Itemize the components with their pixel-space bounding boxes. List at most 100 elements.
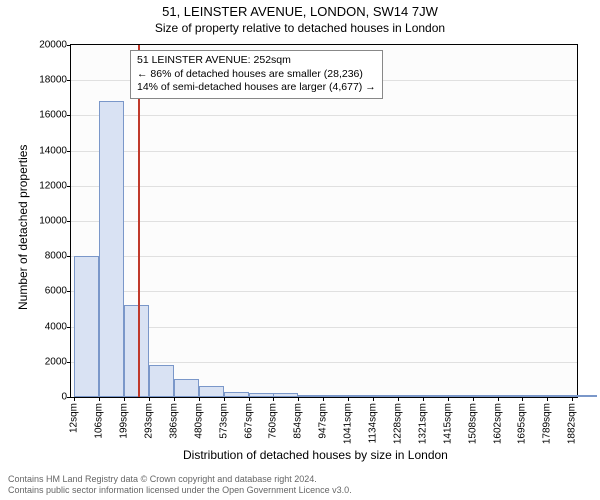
xtick-label: 1228sqm xyxy=(393,403,404,444)
xtick-label: 293sqm xyxy=(144,403,155,439)
gridline xyxy=(71,256,577,257)
histogram-bar xyxy=(522,395,547,397)
ytick-mark xyxy=(67,115,71,116)
ytick-label: 20000 xyxy=(39,40,67,51)
gridline xyxy=(71,115,577,116)
xtick-mark xyxy=(74,397,75,401)
histogram-bar xyxy=(398,395,423,397)
ytick-mark xyxy=(67,151,71,152)
callout-box: 51 LEINSTER AVENUE: 252sqm ← 86% of deta… xyxy=(130,50,383,99)
histogram-bar xyxy=(373,395,398,397)
xtick-label: 854sqm xyxy=(293,403,304,439)
ytick-label: 8000 xyxy=(45,251,67,262)
xtick-label: 480sqm xyxy=(193,403,204,439)
footer-line-2: Contains public sector information licen… xyxy=(8,485,352,496)
xtick-mark xyxy=(547,397,548,401)
xtick-mark xyxy=(174,397,175,401)
histogram-bar xyxy=(199,386,224,397)
ytick-mark xyxy=(67,291,71,292)
histogram-bar xyxy=(448,395,473,397)
xtick-mark xyxy=(124,397,125,401)
xtick-mark xyxy=(522,397,523,401)
x-axis-label: Distribution of detached houses by size … xyxy=(183,448,448,462)
histogram-bar xyxy=(498,395,523,397)
ytick-mark xyxy=(67,256,71,257)
xtick-label: 947sqm xyxy=(318,403,329,439)
y-axis-label: Number of detached properties xyxy=(16,145,30,310)
histogram-bar xyxy=(149,365,174,397)
xtick-label: 1789sqm xyxy=(542,403,553,444)
ytick-label: 6000 xyxy=(45,286,67,297)
histogram-bar xyxy=(273,393,298,397)
ytick-label: 12000 xyxy=(39,180,67,191)
ytick-label: 18000 xyxy=(39,75,67,86)
xtick-mark xyxy=(149,397,150,401)
xtick-label: 1508sqm xyxy=(467,403,478,444)
xtick-label: 1041sqm xyxy=(343,403,354,444)
callout-line-2: ← 86% of detached houses are smaller (28… xyxy=(137,68,376,82)
ytick-mark xyxy=(67,80,71,81)
ytick-mark xyxy=(67,362,71,363)
xtick-label: 12sqm xyxy=(69,403,80,433)
ytick-label: 2000 xyxy=(45,356,67,367)
ytick-label: 16000 xyxy=(39,110,67,121)
histogram-bar xyxy=(348,395,373,397)
xtick-mark xyxy=(249,397,250,401)
ytick-label: 10000 xyxy=(39,216,67,227)
ytick-mark xyxy=(67,45,71,46)
gridline xyxy=(71,151,577,152)
histogram-bar xyxy=(99,101,124,397)
gridline xyxy=(71,291,577,292)
xtick-mark xyxy=(473,397,474,401)
histogram-bar xyxy=(124,305,149,397)
gridline xyxy=(71,221,577,222)
histogram-bar xyxy=(423,395,448,397)
histogram-bar xyxy=(323,395,348,397)
xtick-label: 1321sqm xyxy=(417,403,428,444)
histogram-bar xyxy=(572,395,597,397)
xtick-mark xyxy=(498,397,499,401)
xtick-label: 106sqm xyxy=(94,403,105,439)
footer-attribution: Contains HM Land Registry data © Crown c… xyxy=(8,474,352,496)
histogram-bar xyxy=(224,392,249,397)
callout-line-1: 51 LEINSTER AVENUE: 252sqm xyxy=(137,54,376,68)
xtick-mark xyxy=(273,397,274,401)
xtick-mark xyxy=(298,397,299,401)
xtick-label: 1882sqm xyxy=(567,403,578,444)
xtick-mark xyxy=(373,397,374,401)
xtick-mark xyxy=(199,397,200,401)
ytick-mark xyxy=(67,186,71,187)
gridline xyxy=(71,186,577,187)
xtick-label: 1134sqm xyxy=(368,403,379,443)
histogram-bar xyxy=(473,395,498,397)
ytick-mark xyxy=(67,327,71,328)
chart-subtitle: Size of property relative to detached ho… xyxy=(0,19,600,35)
xtick-mark xyxy=(448,397,449,401)
xtick-mark xyxy=(99,397,100,401)
xtick-mark xyxy=(348,397,349,401)
ytick-mark xyxy=(67,397,71,398)
xtick-mark xyxy=(572,397,573,401)
histogram-bar xyxy=(547,395,572,397)
histogram-bar xyxy=(174,379,199,397)
xtick-mark xyxy=(398,397,399,401)
callout-line-3: 14% of semi-detached houses are larger (… xyxy=(137,81,376,95)
xtick-mark xyxy=(323,397,324,401)
chart-title: 51, LEINSTER AVENUE, LONDON, SW14 7JW xyxy=(0,0,600,19)
xtick-mark xyxy=(423,397,424,401)
histogram-bar xyxy=(298,395,323,397)
xtick-label: 1602sqm xyxy=(492,403,503,444)
xtick-label: 1695sqm xyxy=(517,403,528,444)
xtick-label: 386sqm xyxy=(168,403,179,439)
xtick-mark xyxy=(224,397,225,401)
ytick-label: 4000 xyxy=(45,321,67,332)
ytick-label: 0 xyxy=(61,392,67,403)
xtick-label: 573sqm xyxy=(218,403,229,439)
histogram-bar xyxy=(249,393,274,397)
xtick-label: 1415sqm xyxy=(442,403,453,444)
ytick-mark xyxy=(67,221,71,222)
xtick-label: 199sqm xyxy=(118,403,129,439)
ytick-label: 14000 xyxy=(39,145,67,156)
footer-line-1: Contains HM Land Registry data © Crown c… xyxy=(8,474,352,485)
xtick-label: 667sqm xyxy=(243,403,254,439)
